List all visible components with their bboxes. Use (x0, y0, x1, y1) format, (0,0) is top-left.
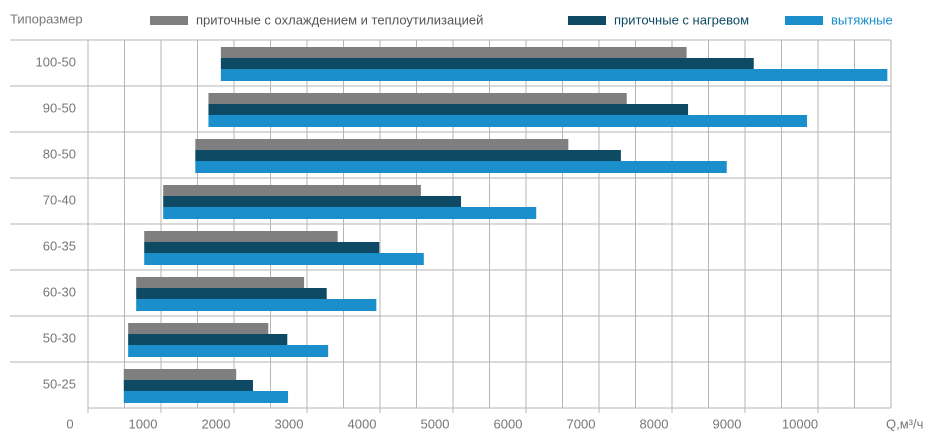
bar (208, 115, 808, 127)
bar (163, 196, 462, 207)
x-tick-label: 0 (66, 416, 73, 431)
bar (123, 369, 237, 380)
x-axis-title: Q,м³/ч (886, 416, 923, 431)
y-tick-label: 60-30 (43, 284, 76, 299)
bar (128, 334, 288, 345)
bar (136, 277, 305, 288)
bar (208, 93, 627, 104)
legend-label: приточные с нагревом (614, 12, 749, 27)
bar (163, 207, 537, 219)
x-tick-label: 1000 (129, 416, 158, 431)
x-tick-label: 3000 (275, 416, 304, 431)
x-tick-label: 10000 (782, 416, 818, 431)
x-tick-label: 9000 (713, 416, 742, 431)
bar (123, 380, 253, 391)
y-tick-label: 60-35 (43, 238, 76, 253)
x-tick-label: 8000 (640, 416, 669, 431)
y-axis-title: Типоразмер (10, 11, 83, 26)
bar (208, 104, 689, 115)
bar (195, 161, 727, 173)
bar (144, 242, 380, 253)
bar (195, 139, 569, 150)
y-tick-label: 50-30 (43, 330, 76, 345)
bar (163, 185, 421, 196)
bar (136, 288, 327, 299)
x-tick-label: 6000 (494, 416, 523, 431)
bar (220, 58, 754, 69)
legend-swatch (568, 16, 606, 25)
y-tick-label: 70-40 (43, 192, 76, 207)
legend-label: приточные с охлаждением и теплоутилизаци… (196, 12, 483, 27)
x-tick-label: 2000 (202, 416, 231, 431)
bar (144, 231, 338, 242)
y-tick-label: 100-50 (36, 54, 76, 69)
legend-label: вытяжные (831, 12, 893, 27)
bar (195, 150, 621, 161)
bar (220, 69, 888, 81)
bar (123, 391, 289, 403)
bar (144, 253, 424, 265)
legend-swatch (785, 16, 823, 25)
bar (136, 299, 377, 311)
y-tick-label: 50-25 (43, 376, 76, 391)
y-tick-label: 90-50 (43, 100, 76, 115)
x-tick-label: 7000 (567, 416, 596, 431)
legend-swatch (150, 16, 188, 25)
x-tick-label: 5000 (421, 416, 450, 431)
x-tick-label: 4000 (348, 416, 377, 431)
bar (220, 47, 687, 58)
bar (128, 323, 269, 334)
y-tick-label: 80-50 (43, 146, 76, 161)
bar (128, 345, 329, 357)
